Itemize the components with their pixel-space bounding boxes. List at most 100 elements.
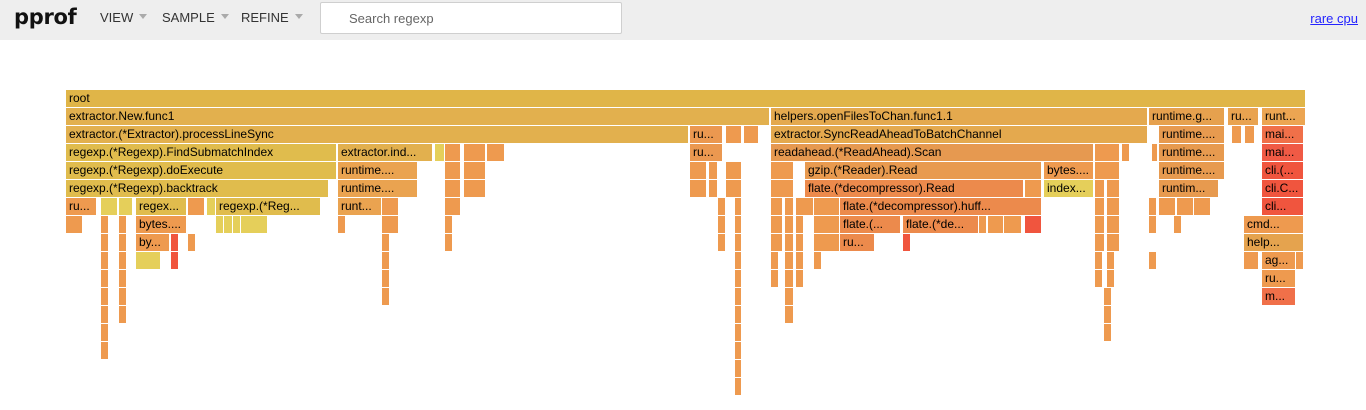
flame-frame[interactable] bbox=[796, 234, 803, 251]
flame-frame[interactable] bbox=[785, 270, 793, 287]
flame-frame[interactable]: root bbox=[66, 90, 1305, 107]
flame-frame[interactable]: regex... bbox=[136, 198, 186, 215]
flame-frame[interactable] bbox=[796, 216, 803, 233]
flame-frame[interactable] bbox=[136, 252, 160, 269]
flame-frame[interactable] bbox=[726, 180, 741, 197]
profile-name-link[interactable]: rare cpu bbox=[1310, 11, 1358, 26]
flame-frame[interactable]: ru... bbox=[690, 126, 722, 143]
flame-frame[interactable] bbox=[796, 270, 803, 287]
flame-frame[interactable] bbox=[171, 234, 178, 251]
flame-frame[interactable] bbox=[119, 270, 126, 287]
flame-frame[interactable]: runt... bbox=[1262, 108, 1305, 125]
flame-frame[interactable]: runtim... bbox=[1159, 180, 1218, 197]
flame-frame[interactable]: cli.C... bbox=[1262, 180, 1303, 197]
flame-frame[interactable] bbox=[735, 360, 741, 377]
flame-frame[interactable] bbox=[771, 252, 778, 269]
flame-frame[interactable]: extractor.(*Extractor).processLineSync bbox=[66, 126, 688, 143]
flame-frame[interactable]: bytes.... bbox=[136, 216, 186, 233]
flame-frame[interactable] bbox=[735, 234, 741, 251]
flame-frame[interactable] bbox=[726, 162, 741, 179]
flame-frame[interactable]: ru... bbox=[1262, 270, 1295, 287]
flame-frame[interactable] bbox=[1149, 198, 1156, 215]
flame-frame[interactable] bbox=[1245, 126, 1254, 143]
flame-frame[interactable] bbox=[718, 234, 725, 251]
flame-frame[interactable] bbox=[119, 216, 126, 233]
flame-frame[interactable] bbox=[119, 234, 126, 251]
flame-frame[interactable] bbox=[1025, 216, 1041, 233]
flame-frame[interactable] bbox=[1159, 198, 1175, 215]
sample-menu[interactable]: SAMPLE bbox=[162, 10, 229, 25]
flame-frame[interactable] bbox=[224, 216, 232, 233]
flame-frame[interactable]: cli... bbox=[1262, 198, 1303, 215]
flame-frame[interactable] bbox=[101, 270, 108, 287]
flame-frame[interactable] bbox=[101, 342, 108, 359]
flame-frame[interactable] bbox=[382, 288, 389, 305]
flame-frame[interactable] bbox=[796, 252, 803, 269]
flame-frame[interactable] bbox=[1107, 252, 1114, 269]
flame-frame[interactable] bbox=[1095, 180, 1104, 197]
flame-frame[interactable] bbox=[1095, 144, 1119, 161]
flame-frame[interactable] bbox=[785, 288, 793, 305]
flame-frame[interactable]: flate.(*decompressor).huff... bbox=[840, 198, 1041, 215]
flame-frame[interactable] bbox=[1107, 198, 1119, 215]
flame-frame[interactable] bbox=[771, 234, 782, 251]
flame-frame[interactable]: flate.(*decompressor).Read bbox=[805, 180, 1023, 197]
flame-frame[interactable] bbox=[771, 180, 793, 197]
flame-frame[interactable]: ru... bbox=[840, 234, 874, 251]
pprof-logo[interactable]: pprof bbox=[14, 5, 77, 29]
flame-frame[interactable] bbox=[101, 252, 108, 269]
flame-frame[interactable] bbox=[1107, 234, 1119, 251]
search-box[interactable] bbox=[320, 2, 622, 34]
flame-frame[interactable] bbox=[814, 198, 839, 215]
flame-frame[interactable] bbox=[233, 216, 240, 233]
flame-frame[interactable]: by... bbox=[136, 234, 169, 251]
flame-frame[interactable]: runtime.... bbox=[338, 180, 417, 197]
flame-frame[interactable] bbox=[216, 216, 223, 233]
flame-frame[interactable] bbox=[735, 216, 741, 233]
search-input[interactable] bbox=[321, 3, 621, 33]
flame-frame[interactable] bbox=[1095, 216, 1104, 233]
flame-frame[interactable] bbox=[241, 216, 267, 233]
flame-frame[interactable] bbox=[903, 234, 910, 251]
flame-frame[interactable] bbox=[188, 198, 204, 215]
flame-frame[interactable] bbox=[1174, 216, 1181, 233]
view-menu[interactable]: VIEW bbox=[100, 10, 148, 25]
flame-frame[interactable] bbox=[382, 234, 389, 251]
flame-frame[interactable] bbox=[445, 162, 460, 179]
flame-frame[interactable] bbox=[1107, 180, 1119, 197]
flame-frame[interactable] bbox=[1025, 180, 1041, 197]
flame-frame[interactable] bbox=[188, 234, 195, 251]
flame-frame[interactable] bbox=[1149, 216, 1156, 233]
flame-frame[interactable]: bytes.... bbox=[1044, 162, 1093, 179]
flame-frame[interactable] bbox=[119, 252, 126, 269]
flame-frame[interactable] bbox=[338, 216, 345, 233]
flame-frame[interactable] bbox=[1232, 126, 1241, 143]
flame-frame[interactable] bbox=[1296, 252, 1303, 269]
flame-frame[interactable]: runtime.... bbox=[338, 162, 417, 179]
flame-frame[interactable] bbox=[1104, 288, 1111, 305]
flame-frame[interactable] bbox=[207, 198, 215, 215]
flame-frame[interactable] bbox=[1004, 216, 1021, 233]
flame-frame[interactable] bbox=[796, 198, 813, 215]
flame-frame[interactable] bbox=[771, 216, 782, 233]
flame-frame[interactable] bbox=[1095, 234, 1104, 251]
flame-frame[interactable] bbox=[744, 126, 758, 143]
flame-frame[interactable] bbox=[785, 252, 793, 269]
flame-frame[interactable] bbox=[119, 198, 132, 215]
flame-frame[interactable] bbox=[735, 252, 741, 269]
flame-frame[interactable] bbox=[464, 162, 485, 179]
flame-frame[interactable] bbox=[1104, 306, 1111, 323]
flame-frame[interactable]: cli.(... bbox=[1262, 162, 1303, 179]
flame-frame[interactable] bbox=[690, 162, 706, 179]
flame-frame[interactable] bbox=[435, 144, 444, 161]
flame-frame[interactable] bbox=[718, 216, 725, 233]
flame-frame[interactable] bbox=[1107, 216, 1119, 233]
flame-frame[interactable] bbox=[119, 306, 126, 323]
flame-frame[interactable]: help... bbox=[1244, 234, 1303, 251]
flame-frame[interactable]: regexp.(*Regexp).doExecute bbox=[66, 162, 336, 179]
flame-frame[interactable] bbox=[445, 216, 452, 233]
flame-frame[interactable]: runtime.... bbox=[1159, 162, 1224, 179]
flame-frame[interactable] bbox=[771, 162, 793, 179]
flame-frame[interactable] bbox=[66, 216, 82, 233]
flame-frame[interactable] bbox=[735, 306, 741, 323]
